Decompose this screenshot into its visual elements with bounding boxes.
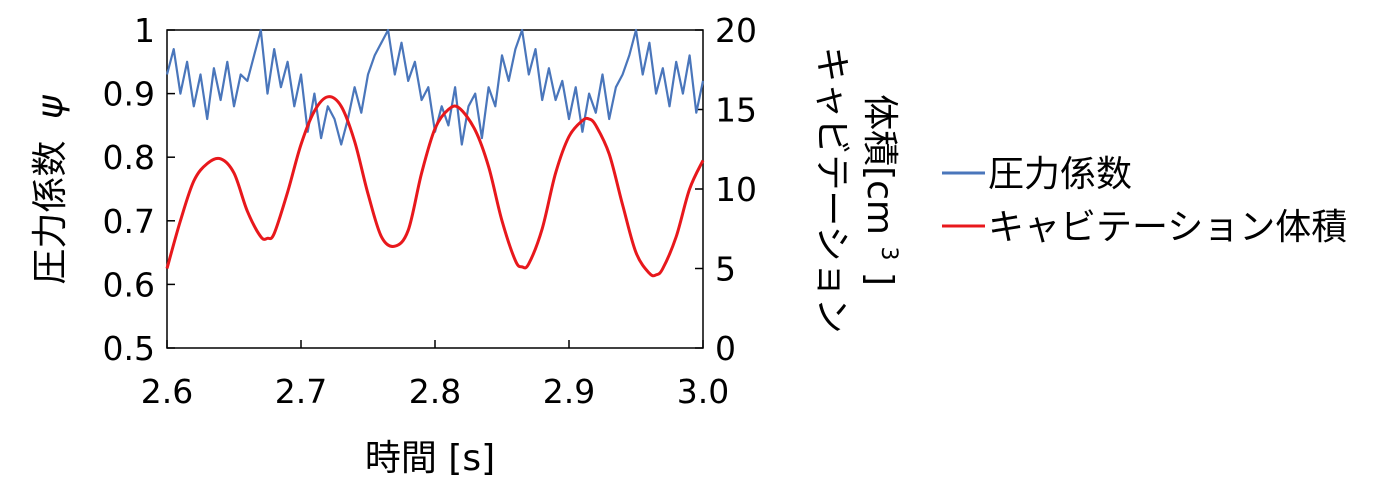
legend: 圧力係数 キャビテーション体積 — [942, 154, 1347, 248]
left-y-axis-title-text: 圧力係数 — [30, 141, 71, 285]
left-y-tick-label: 0.7 — [103, 202, 155, 241]
series-line-cavitation-volume — [165, 95, 705, 278]
right-y-axis-title-main: 体積[cm — [859, 94, 900, 235]
x-axis-ticks: 2.6 2.7 2.8 2.9 3.0 — [141, 340, 729, 411]
x-axis-title: 時間 [s] — [365, 438, 495, 479]
right-y-axis-title-line2: 体積[cm 3 ] — [859, 94, 914, 286]
right-y-tick-label: 10 — [715, 170, 757, 209]
right-y-tick-label: 5 — [715, 250, 736, 289]
left-y-tick-label: 0.8 — [103, 138, 155, 177]
left-y-tick-label: 0.6 — [103, 265, 155, 304]
right-y-axis-title-group: キャビテーション 体積[cm 3 ] — [811, 46, 914, 333]
left-y-tick-label: 0.5 — [103, 329, 155, 368]
left-y-tick-label: 0.9 — [103, 75, 155, 114]
legend-label-cavitation: キャビテーション体積 — [988, 207, 1347, 248]
right-y-axis-title-close: ] — [859, 272, 900, 286]
left-y-axis-title: 圧力係数 ψ — [30, 94, 71, 284]
x-tick-label: 2.7 — [275, 372, 327, 411]
x-tick-label: 2.8 — [409, 372, 461, 411]
right-y-axis-title-superscript: 3 — [876, 246, 901, 260]
right-y-axis-ticks: 0 5 10 15 20 — [695, 11, 757, 368]
x-tick-label: 3.0 — [677, 372, 729, 411]
right-y-axis-title-line1: キャビテーション — [811, 46, 852, 333]
left-y-axis-title-group: 圧力係数 ψ — [30, 94, 71, 284]
left-y-axis-title-symbol: ψ — [30, 94, 71, 119]
x-tick-label: 2.6 — [141, 372, 193, 411]
left-y-tick-label: 1 — [134, 11, 155, 50]
right-y-tick-label: 15 — [715, 91, 757, 130]
right-y-tick-label: 0 — [715, 329, 736, 368]
legend-label-pressure: 圧力係数 — [988, 154, 1132, 195]
x-tick-label: 2.9 — [543, 372, 595, 411]
series-lines — [165, 28, 705, 278]
right-y-tick-label: 20 — [715, 11, 757, 50]
left-y-axis-ticks: 0.5 0.6 0.7 0.8 0.9 1 — [103, 11, 175, 368]
